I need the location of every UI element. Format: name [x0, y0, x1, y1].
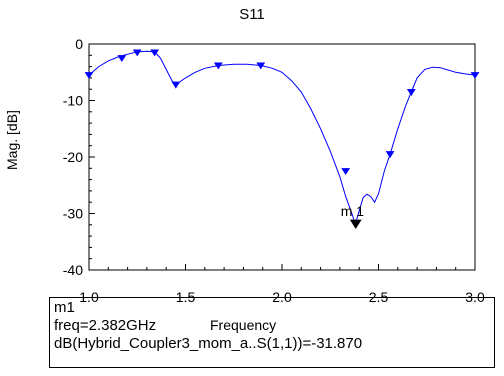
series-point	[132, 49, 142, 57]
series-point	[213, 62, 223, 70]
series-point	[171, 81, 181, 89]
x-axis-label: Frequency	[210, 317, 277, 333]
marker-readout-freq: freq=2.382GHz	[54, 317, 157, 334]
series-point	[406, 89, 416, 96]
series-point	[341, 168, 351, 176]
marker-readout-name: m1	[54, 299, 75, 316]
y-tick-label: 0	[75, 36, 83, 52]
series-line	[88, 50, 476, 226]
chart-title: S11	[239, 6, 265, 23]
series-point	[385, 151, 395, 159]
series-point	[84, 72, 94, 80]
series-point	[117, 55, 127, 63]
y-tick-label: -30	[63, 206, 83, 222]
y-tick-label: -10	[63, 93, 83, 109]
y-tick-label: -40	[63, 262, 83, 278]
marker-m1-symbol	[349, 219, 362, 230]
series-point	[256, 62, 266, 70]
marker-readout-value: dB(Hybrid_Coupler3_mom_a..S(1,1))=-31.87…	[54, 335, 363, 352]
series-point	[150, 49, 160, 57]
marker-readout-box: m1 freq=2.382GHz dB(Hybrid_Coupler3_mom_…	[49, 297, 495, 368]
series-point	[470, 72, 480, 80]
y-tick-label: -20	[63, 149, 83, 165]
marker-m1-label: m 1	[341, 203, 365, 219]
